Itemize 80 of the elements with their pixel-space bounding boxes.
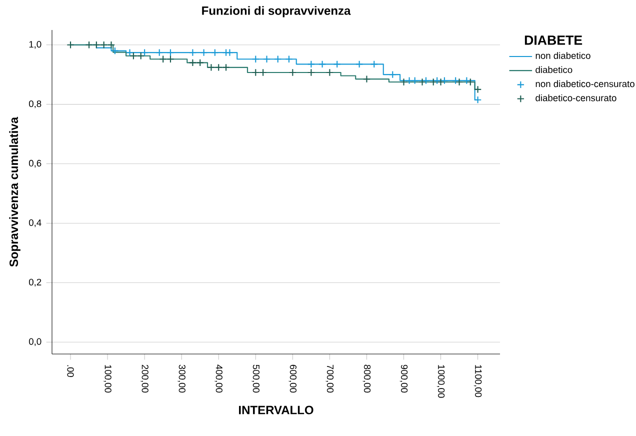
y-tick-label: 0,0 (28, 338, 42, 346)
x-tick-label: 800,00 (362, 364, 371, 393)
point (370, 60, 378, 68)
point (159, 55, 167, 63)
y-tick-label: 0,2 (28, 278, 42, 287)
point (436, 78, 445, 86)
point (452, 76, 460, 84)
point (252, 68, 260, 76)
y-tick-label: 0,4 (28, 219, 42, 228)
point (207, 64, 216, 72)
y-tick-label: 1,0 (29, 41, 42, 49)
y-tick-label: 0,6 (28, 160, 42, 168)
x-tick-label: 500,00 (252, 364, 260, 393)
point (222, 64, 230, 72)
point (474, 96, 482, 104)
legend-label: non diabetico (536, 52, 590, 59)
point (211, 48, 219, 56)
point (111, 46, 119, 55)
x-axis-title: INTERVALLO (239, 406, 314, 414)
x-tick-label: 600,00 (288, 364, 297, 393)
point (214, 64, 222, 72)
point (196, 58, 204, 67)
point (307, 60, 316, 68)
point (262, 55, 271, 63)
point (130, 52, 138, 60)
point (405, 76, 414, 84)
point (226, 48, 234, 56)
point (429, 78, 438, 86)
point (156, 48, 164, 56)
x-tick-label: 300,00 (178, 364, 186, 393)
point (422, 76, 430, 84)
x-tick-label: 1000,00 (436, 365, 445, 398)
point (440, 76, 448, 84)
point (85, 40, 93, 49)
point (252, 55, 260, 63)
point (285, 55, 293, 63)
point (188, 58, 197, 67)
point (136, 52, 145, 60)
x-tick-label: 100,00 (104, 365, 112, 393)
legend-label: non diabetico-censurato (536, 80, 634, 88)
point (288, 68, 297, 76)
point (166, 48, 174, 56)
y-axis-title: Sopravvivenza cumulativa (9, 116, 20, 267)
point (259, 68, 267, 76)
y-tick-label: 0,8 (28, 100, 42, 108)
x-tick-label: 200,00 (140, 364, 148, 393)
legend-title: DIABETE (524, 36, 582, 45)
chart-title: Funzioni di sopravvivenza (202, 6, 351, 18)
point (140, 48, 148, 56)
point (326, 68, 334, 76)
point (362, 75, 371, 83)
point (274, 55, 282, 63)
point (107, 40, 116, 49)
point (455, 78, 464, 86)
x-tick-label: 1100,00 (474, 365, 482, 398)
point (307, 68, 316, 76)
legend-label: diabetico (536, 66, 572, 74)
point (388, 70, 396, 78)
x-tick-label: 700,00 (326, 364, 334, 393)
point (462, 76, 471, 84)
x-tick-label: 400,00 (214, 364, 222, 393)
x-tick-label: .00 (67, 365, 74, 378)
point (355, 60, 364, 68)
point (166, 55, 174, 63)
point (433, 76, 441, 84)
legend-label: diabetico-censurato (536, 94, 616, 102)
point (318, 60, 326, 68)
x-tick-label: 900,00 (400, 364, 408, 393)
point (66, 40, 74, 49)
point (100, 40, 108, 49)
point (400, 78, 408, 86)
point (200, 48, 208, 56)
point (333, 60, 341, 68)
point (410, 76, 419, 84)
point (418, 78, 426, 86)
point (466, 78, 474, 86)
point (474, 86, 482, 94)
point (188, 48, 197, 56)
point (126, 48, 134, 56)
point (92, 40, 100, 49)
